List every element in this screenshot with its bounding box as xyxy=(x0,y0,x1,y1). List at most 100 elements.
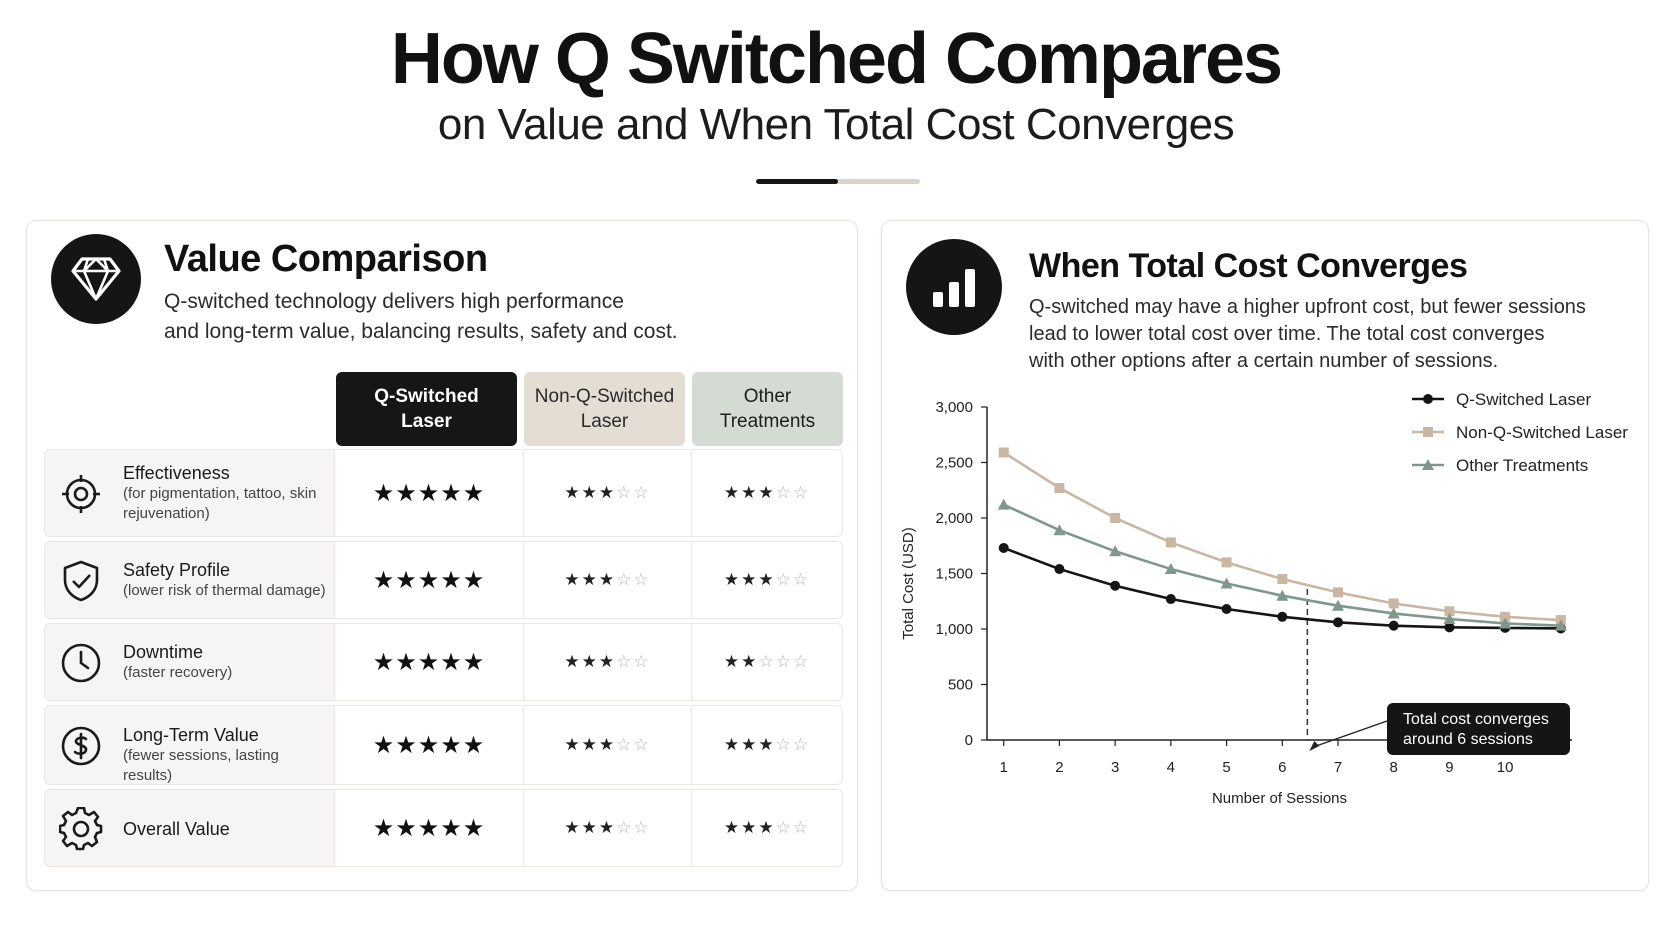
dollar-circle-icon xyxy=(59,724,103,768)
star-filled-icon: ★ xyxy=(758,483,776,503)
rating-stars: ★★☆☆☆ xyxy=(724,652,810,672)
star-empty-icon: ☆ xyxy=(633,570,651,590)
data-point xyxy=(1500,611,1511,622)
description-line: Q-switched technology delivers high perf… xyxy=(164,290,624,313)
star-filled-icon: ★ xyxy=(372,648,396,676)
description-line: with other options after a certain numbe… xyxy=(1029,350,1499,372)
data-point xyxy=(1333,617,1343,628)
rating-stars: ★★★☆☆ xyxy=(564,570,650,590)
comparison-row-overall-value: Overall Value ★★★★★ ★★★☆☆ ★★★☆☆ xyxy=(44,789,843,867)
comparison-row-downtime: Downtime (faster recovery) ★★★★★ ★★★☆☆ ★… xyxy=(44,623,843,701)
data-point xyxy=(1110,580,1121,591)
legend-label: Other Treatments xyxy=(1456,456,1588,475)
star-filled-icon: ★ xyxy=(417,648,441,676)
x-tick-label: 5 xyxy=(1222,759,1230,776)
value-comparison-title: Value Comparison xyxy=(164,238,488,280)
row-label: Overall Value xyxy=(123,819,230,839)
comparison-row-safety-profile: Safety Profile (lower risk of thermal da… xyxy=(44,541,843,619)
star-filled-icon: ★ xyxy=(564,652,582,672)
star-filled-icon: ★ xyxy=(395,731,418,759)
column-header-text: Laser xyxy=(401,411,452,432)
annotation-arrowhead xyxy=(1309,741,1320,751)
rating-stars: ★★★★★ xyxy=(373,731,486,759)
star-filled-icon: ★ xyxy=(598,735,617,755)
star-filled-icon: ★ xyxy=(440,479,463,507)
star-filled-icon: ★ xyxy=(598,570,617,590)
x-axis-title: Number of Sessions xyxy=(1212,790,1347,807)
data-point xyxy=(1054,564,1065,575)
data-point xyxy=(1388,620,1399,631)
description-line: Q-switched may have a higher upfront cos… xyxy=(1029,296,1586,318)
row-sublabel: (for pigmentation, tattoo, skin rejuvena… xyxy=(123,485,317,522)
page-title: How Q Switched Compares xyxy=(390,19,1283,99)
data-point xyxy=(998,447,1009,458)
star-filled-icon: ★ xyxy=(417,479,441,507)
column-header-text: Treatments xyxy=(719,411,816,432)
star-filled-icon: ★ xyxy=(581,652,599,672)
x-tick-label: 7 xyxy=(1334,759,1342,776)
row-sublabel: (faster recovery) xyxy=(123,664,233,681)
star-filled-icon: ★ xyxy=(723,570,742,590)
star-filled-icon: ★ xyxy=(395,479,418,507)
rating-stars: ★★★★★ xyxy=(373,814,486,842)
cost-convergence-title: When Total Cost Converges xyxy=(1029,247,1468,285)
description-line: and long-term value, balancing results, … xyxy=(164,320,678,343)
star-filled-icon: ★ xyxy=(440,814,463,842)
rating-stars: ★★★☆☆ xyxy=(724,735,810,755)
star-empty-icon: ☆ xyxy=(792,570,811,590)
star-empty-icon: ☆ xyxy=(633,735,651,755)
star-filled-icon: ★ xyxy=(581,483,599,503)
data-point xyxy=(1109,545,1122,557)
data-point xyxy=(1333,587,1343,598)
data-point xyxy=(1220,577,1233,589)
data-point xyxy=(1499,617,1512,629)
star-filled-icon: ★ xyxy=(723,483,742,503)
series-line-2 xyxy=(1003,503,1561,627)
data-point xyxy=(1110,513,1121,523)
star-empty-icon: ☆ xyxy=(616,735,634,755)
legend-label: Q-Switched Laser xyxy=(1456,390,1591,409)
star-filled-icon: ★ xyxy=(723,735,742,755)
star-empty-icon: ☆ xyxy=(633,818,651,838)
star-filled-icon: ★ xyxy=(462,566,486,594)
gear-icon xyxy=(59,807,103,851)
star-filled-icon: ★ xyxy=(741,570,759,590)
x-tick-label: 9 xyxy=(1445,759,1453,776)
star-filled-icon: ★ xyxy=(581,735,599,755)
data-point xyxy=(1444,606,1455,617)
cost-convergence-description: Q-switched may have a higher upfront cos… xyxy=(1029,294,1586,375)
annotation-arrow xyxy=(1313,720,1388,748)
data-point xyxy=(1165,594,1176,605)
comparison-row-effectiveness: Effectiveness (for pigmentation, tattoo,… xyxy=(44,449,843,537)
rating-stars: ★★★☆☆ xyxy=(564,735,650,755)
x-tick-label: 1 xyxy=(1000,759,1008,776)
rating-stars: ★★★☆☆ xyxy=(724,483,810,503)
star-empty-icon: ☆ xyxy=(792,652,811,672)
data-point xyxy=(1053,524,1066,536)
y-tick-label: 2,500 xyxy=(935,455,973,472)
legend-marker xyxy=(1423,427,1433,437)
legend-marker xyxy=(1422,459,1434,470)
data-point xyxy=(1332,599,1344,611)
star-filled-icon: ★ xyxy=(758,570,776,590)
data-point xyxy=(1221,557,1232,568)
star-filled-icon: ★ xyxy=(440,731,463,759)
data-point xyxy=(1221,604,1232,615)
y-tick-label: 0 xyxy=(965,732,973,749)
star-empty-icon: ☆ xyxy=(616,483,634,503)
row-label: Safety Profile xyxy=(123,560,231,580)
value-comparison-description: Q-switched technology delivers high perf… xyxy=(164,287,678,347)
star-filled-icon: ★ xyxy=(462,479,486,507)
star-empty-icon: ☆ xyxy=(792,818,811,838)
cost-convergence-card: When Total Cost Converges Q-switched may… xyxy=(881,220,1649,891)
legend-marker xyxy=(1423,394,1433,404)
rating-stars: ★★★★★ xyxy=(373,479,486,507)
star-filled-icon: ★ xyxy=(395,814,418,842)
row-label: Downtime xyxy=(123,642,204,662)
star-filled-icon: ★ xyxy=(741,735,759,755)
annotation-text: Total cost converges xyxy=(1403,711,1549,728)
y-tick-label: 1,500 xyxy=(935,566,973,583)
x-tick-label: 10 xyxy=(1497,759,1514,776)
data-point xyxy=(1388,598,1399,609)
rating-stars: ★★★☆☆ xyxy=(724,818,810,838)
